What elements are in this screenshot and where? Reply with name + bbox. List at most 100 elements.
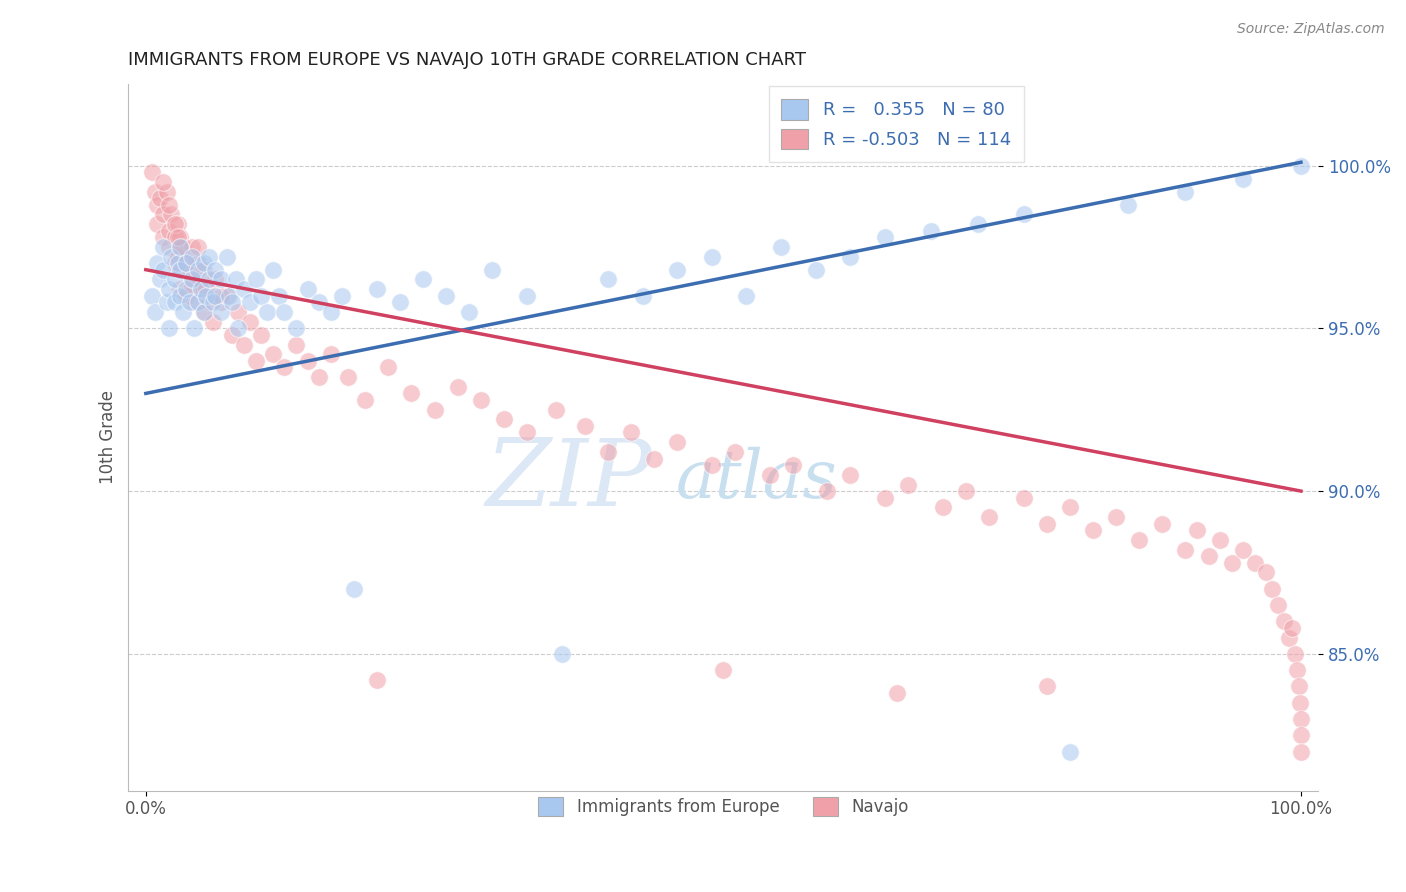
Point [401,386,423,401]
Point [596,272,619,286]
Point [336,370,359,384]
Point [620,425,643,440]
Point [1288,696,1310,710]
Point [190,282,212,296]
Point [226,305,249,319]
Point [169,282,191,296]
Point [190,282,212,296]
Point [262,347,284,361]
Point [319,305,342,319]
Point [239,315,262,329]
Point [1209,533,1232,547]
Point [1012,207,1035,221]
Point [516,289,538,303]
Point [155,295,177,310]
Point [735,289,758,303]
Point [163,272,186,286]
Point [1174,185,1197,199]
Point [152,207,174,221]
Point [839,467,862,482]
Point [233,337,256,351]
Point [1232,542,1254,557]
Point [1284,647,1306,661]
Point [174,289,197,303]
Point [167,256,190,270]
Point [172,305,194,319]
Point [169,230,191,244]
Point [1081,523,1104,537]
Point [1286,663,1309,677]
Point [366,673,388,687]
Point [169,240,191,254]
Point [1272,615,1295,629]
Point [167,250,190,264]
Point [758,467,780,482]
Point [143,185,166,199]
Point [932,500,955,515]
Y-axis label: 10th Grade: 10th Grade [100,391,117,484]
Point [1128,533,1150,547]
Point [308,295,330,310]
Point [666,262,689,277]
Point [157,240,180,254]
Point [492,412,515,426]
Point [209,289,232,303]
Point [194,289,217,303]
Text: ZIP: ZIP [485,434,652,524]
Legend: Immigrants from Europe, Navajo: Immigrants from Europe, Navajo [530,789,917,825]
Point [1232,171,1254,186]
Point [215,289,238,303]
Point [174,256,197,270]
Point [169,289,191,303]
Point [447,380,470,394]
Point [412,272,434,286]
Point [1012,491,1035,505]
Point [169,262,191,277]
Point [193,305,215,319]
Point [194,282,217,296]
Point [209,272,232,286]
Point [631,289,654,303]
Point [297,282,319,296]
Point [221,327,243,342]
Point [198,250,221,264]
Point [193,262,215,277]
Point [157,282,180,296]
Point [285,321,308,335]
Point [388,295,411,310]
Point [666,435,689,450]
Point [167,217,190,231]
Point [183,321,205,335]
Point [141,165,163,179]
Point [1289,159,1312,173]
Point [839,250,862,264]
Point [157,197,180,211]
Point [146,197,169,211]
Point [215,250,238,264]
Point [167,230,190,244]
Point [181,272,204,286]
Point [155,185,177,199]
Point [1036,680,1059,694]
Point [187,240,209,254]
Point [201,295,224,310]
Point [366,282,388,296]
Point [1261,582,1284,596]
Point [596,445,619,459]
Point [163,217,186,231]
Point [711,663,734,677]
Point [187,295,209,310]
Point [481,262,503,277]
Point [226,321,249,335]
Point [1059,500,1081,515]
Point [550,647,572,661]
Point [181,250,204,264]
Point [354,392,377,407]
Point [273,305,295,319]
Text: atlas: atlas [676,447,838,512]
Point [267,289,290,303]
Point [377,360,399,375]
Point [225,272,247,286]
Point [955,484,977,499]
Point [157,224,180,238]
